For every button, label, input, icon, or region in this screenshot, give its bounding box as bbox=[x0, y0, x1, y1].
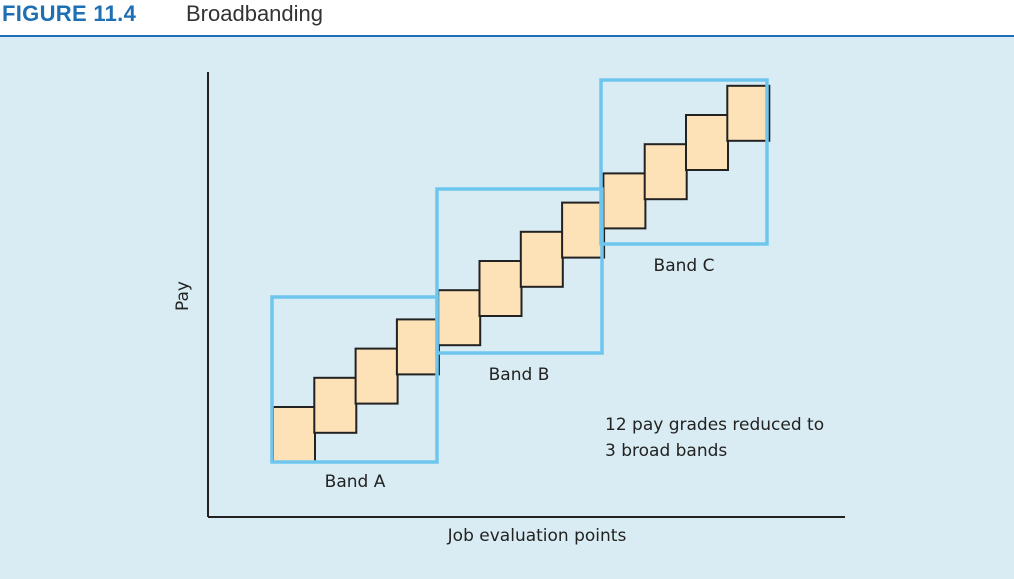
pay-grade-10 bbox=[643, 143, 688, 201]
band-b-box bbox=[435, 187, 604, 355]
y-axis-label: Pay bbox=[173, 281, 193, 311]
figure-header: FIGURE 11.4 Broadbanding bbox=[0, 0, 1014, 36]
pay-grade-8 bbox=[561, 201, 606, 259]
pay-grade-2 bbox=[313, 376, 358, 434]
pay-grade-11 bbox=[685, 114, 729, 171]
band-a-box bbox=[270, 295, 439, 464]
band-c-label: Band C bbox=[654, 256, 715, 276]
pay-grade-12 bbox=[726, 84, 771, 142]
band-c-box bbox=[599, 78, 769, 246]
pay-grade-4 bbox=[395, 318, 440, 376]
pay-grade-6 bbox=[478, 260, 523, 317]
band-a-label: Band A bbox=[325, 472, 386, 492]
x-axis-label: Job evaluation points bbox=[447, 526, 627, 546]
note-line-2: 3 broad bands bbox=[605, 441, 727, 461]
band-b-label: Band B bbox=[489, 365, 550, 385]
header-rule bbox=[0, 35, 1014, 37]
figure-title: Broadbanding bbox=[186, 1, 324, 26]
note-line-1: 12 pay grades reduced to bbox=[605, 415, 824, 435]
pay-grades bbox=[272, 84, 771, 463]
broad-bands bbox=[270, 78, 769, 464]
pay-grade-7 bbox=[519, 230, 564, 288]
pay-grade-1 bbox=[272, 406, 316, 463]
pay-grade-3 bbox=[354, 347, 399, 405]
pay-grade-5 bbox=[437, 289, 482, 347]
figure-number: FIGURE 11.4 bbox=[2, 1, 137, 26]
pay-grade-9 bbox=[602, 172, 647, 230]
